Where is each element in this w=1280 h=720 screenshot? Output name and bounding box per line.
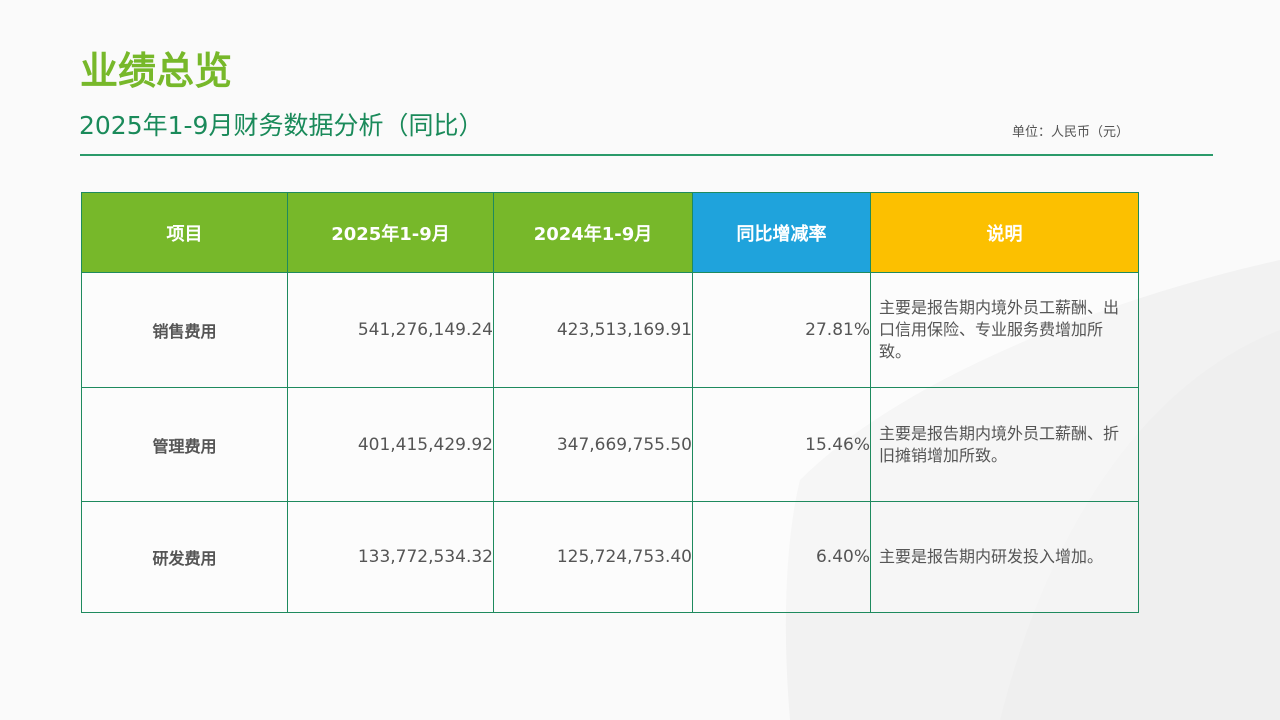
table-row: 研发费用 133,772,534.32 125,724,753.40 6.40%… — [81, 501, 1139, 613]
header-2024: 2024年1-9月 — [493, 192, 693, 273]
page-subtitle: 2025年1-9月财务数据分析（同比） — [79, 111, 484, 140]
value-2024-cell: 125,724,753.40 — [493, 501, 693, 613]
header-2025: 2025年1-9月 — [287, 192, 494, 273]
table-row: 销售费用 541,276,149.24 423,513,169.91 27.81… — [81, 272, 1139, 388]
expense-table: 项目 2025年1-9月 2024年1-9月 同比增减率 说明 销售费用 541… — [81, 192, 1139, 613]
yoy-cell: 27.81% — [692, 272, 871, 388]
unit-label: 单位：人民币（元） — [1012, 125, 1130, 140]
value-2025-cell: 133,772,534.32 — [287, 501, 494, 613]
table-header-row: 项目 2025年1-9月 2024年1-9月 同比增减率 说明 — [81, 192, 1139, 273]
page-title: 业绩总览 — [80, 49, 233, 93]
value-2024-cell: 347,669,755.50 — [493, 387, 693, 502]
yoy-cell: 15.46% — [692, 387, 871, 502]
note-cell: 主要是报告期内境外员工薪酬、出口信用保险、专业服务费增加所致。 — [870, 272, 1139, 388]
value-2025-cell: 401,415,429.92 — [287, 387, 494, 502]
divider — [80, 154, 1213, 156]
item-cell: 销售费用 — [81, 272, 288, 388]
note-cell: 主要是报告期内研发投入增加。 — [870, 501, 1139, 613]
table-row: 管理费用 401,415,429.92 347,669,755.50 15.46… — [81, 387, 1139, 502]
note-cell: 主要是报告期内境外员工薪酬、折旧摊销增加所致。 — [870, 387, 1139, 502]
yoy-cell: 6.40% — [692, 501, 871, 613]
value-2024-cell: 423,513,169.91 — [493, 272, 693, 388]
header-item: 项目 — [81, 192, 288, 273]
item-cell: 管理费用 — [81, 387, 288, 502]
header-yoy: 同比增减率 — [692, 192, 871, 273]
item-cell: 研发费用 — [81, 501, 288, 613]
header-note: 说明 — [870, 192, 1139, 273]
value-2025-cell: 541,276,149.24 — [287, 272, 494, 388]
